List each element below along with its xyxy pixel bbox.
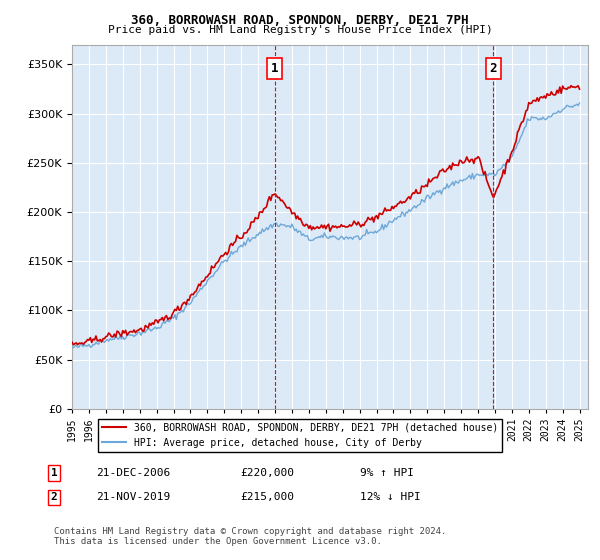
Text: £220,000: £220,000 (240, 468, 294, 478)
Text: 1: 1 (271, 62, 278, 75)
Text: 9% ↑ HPI: 9% ↑ HPI (360, 468, 414, 478)
Text: 1: 1 (50, 468, 58, 478)
Text: £215,000: £215,000 (240, 492, 294, 502)
Text: 12% ↓ HPI: 12% ↓ HPI (360, 492, 421, 502)
Text: 2: 2 (490, 62, 497, 75)
Text: 21-NOV-2019: 21-NOV-2019 (96, 492, 170, 502)
Text: Price paid vs. HM Land Registry's House Price Index (HPI): Price paid vs. HM Land Registry's House … (107, 25, 493, 35)
Text: 360, BORROWASH ROAD, SPONDON, DERBY, DE21 7PH: 360, BORROWASH ROAD, SPONDON, DERBY, DE2… (131, 14, 469, 27)
Legend: 360, BORROWASH ROAD, SPONDON, DERBY, DE21 7PH (detached house), HPI: Average pri: 360, BORROWASH ROAD, SPONDON, DERBY, DE2… (98, 419, 502, 451)
Text: 2: 2 (50, 492, 58, 502)
Text: Contains HM Land Registry data © Crown copyright and database right 2024.
This d: Contains HM Land Registry data © Crown c… (54, 527, 446, 546)
Text: 21-DEC-2006: 21-DEC-2006 (96, 468, 170, 478)
